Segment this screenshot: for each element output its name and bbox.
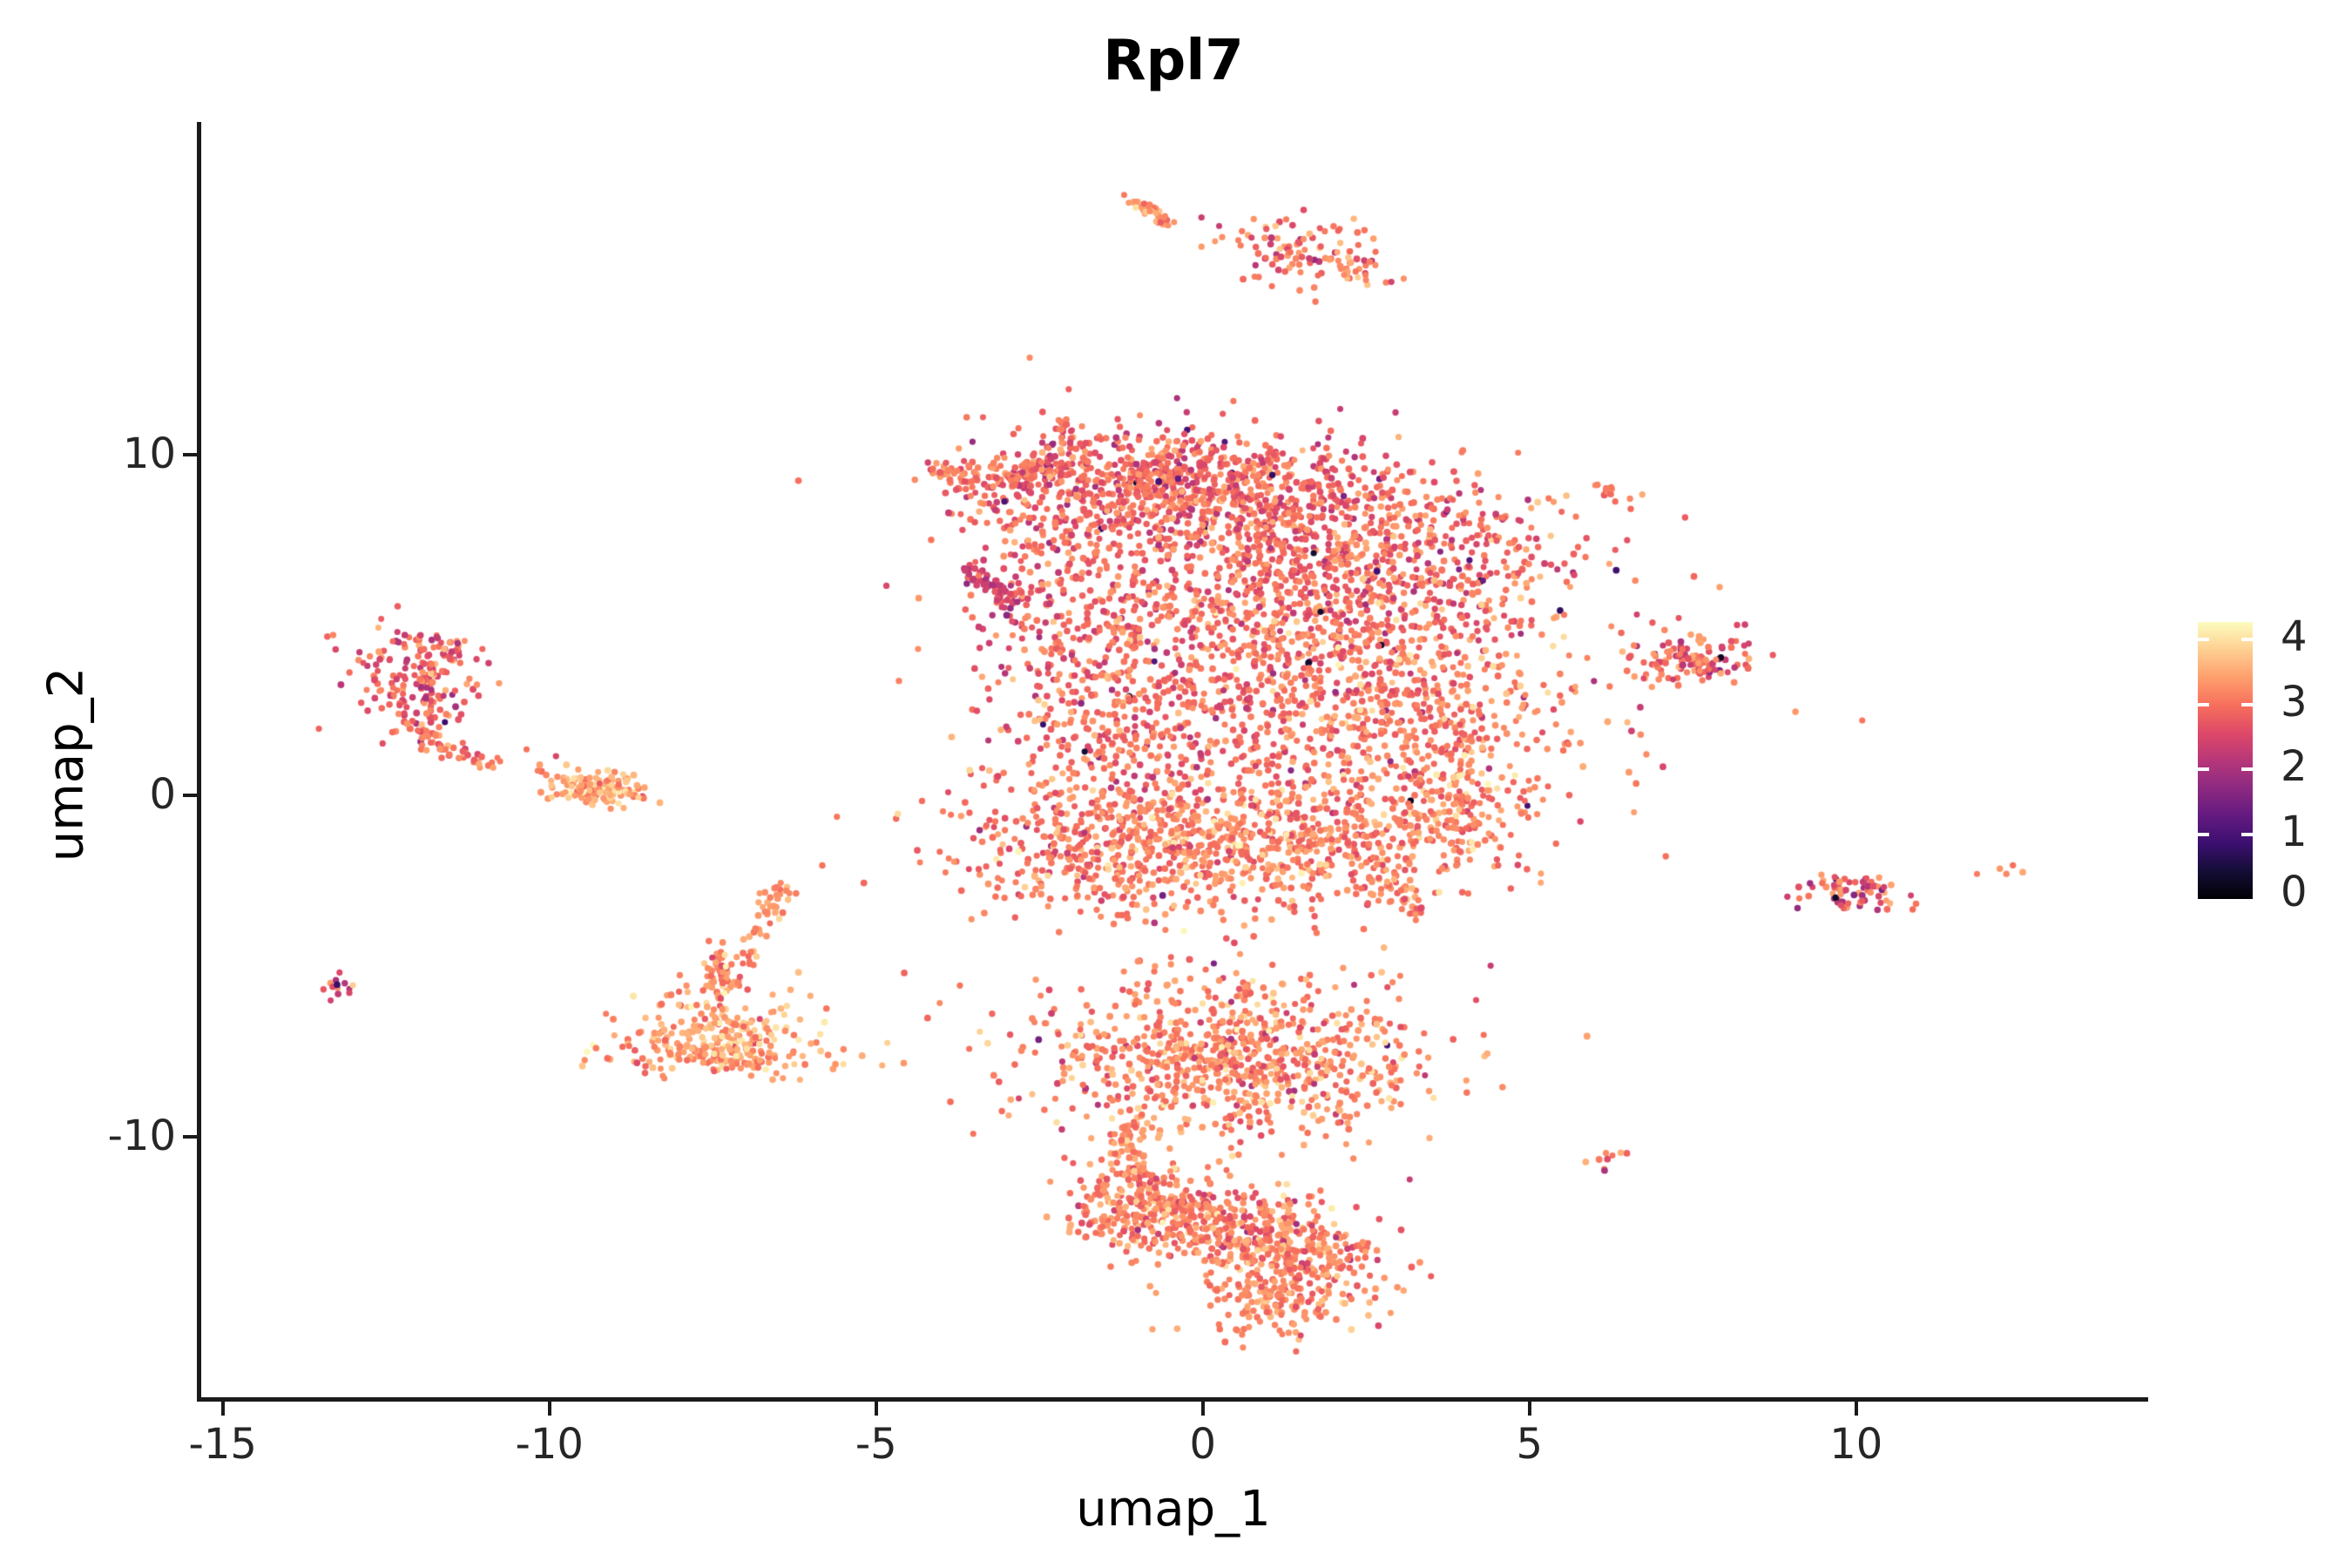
- colorbar-tick-notch: [2241, 638, 2253, 642]
- x-tick-mark: [547, 1402, 551, 1416]
- x-tick-mark: [1200, 1402, 1205, 1416]
- y-tick-mark: [183, 794, 197, 798]
- y-axis-title: umap_2: [37, 666, 95, 862]
- x-tick-mark: [1854, 1402, 1858, 1416]
- colorbar-tick-label: 2: [2281, 742, 2308, 792]
- colorbar-tick-label: 3: [2281, 677, 2308, 727]
- y-tick-mark: [183, 1134, 197, 1139]
- x-axis-line: [197, 1397, 2148, 1402]
- x-tick-mark: [220, 1402, 225, 1416]
- colorbar-tick-notch: [2241, 767, 2253, 772]
- x-axis-title: umap_1: [1076, 1481, 1271, 1538]
- colorbar-tick-label: 0: [2281, 868, 2308, 916]
- x-tick-mark: [1527, 1402, 1531, 1416]
- colorbar-tick-notch: [2198, 702, 2209, 706]
- y-tick-label: 10: [122, 429, 176, 478]
- colorbar-tick-notch: [2241, 702, 2253, 706]
- y-axis-line: [197, 122, 201, 1402]
- colorbar-tick-notch: [2198, 832, 2209, 836]
- x-tick-label: 0: [1189, 1420, 1217, 1469]
- y-tick-label: 0: [149, 770, 176, 820]
- x-tick-label: -15: [188, 1420, 257, 1469]
- colorbar-tick-label: 4: [2281, 612, 2308, 662]
- x-tick-label: 10: [1829, 1420, 1883, 1469]
- legend-colorbar: [2198, 622, 2253, 899]
- plot-title: Rpl7: [1103, 29, 1244, 93]
- colorbar-tick-notch: [2198, 767, 2209, 772]
- x-tick-label: -10: [515, 1420, 584, 1469]
- y-tick-mark: [183, 452, 197, 456]
- colorbar-tick-label: 1: [2281, 807, 2308, 856]
- x-tick-mark: [874, 1402, 878, 1416]
- x-tick-label: 5: [1516, 1420, 1544, 1469]
- colorbar-tick-notch: [2241, 832, 2253, 836]
- x-tick-label: -5: [855, 1420, 897, 1469]
- colorbar-tick-notch: [2198, 638, 2209, 642]
- y-tick-label: -10: [107, 1111, 176, 1160]
